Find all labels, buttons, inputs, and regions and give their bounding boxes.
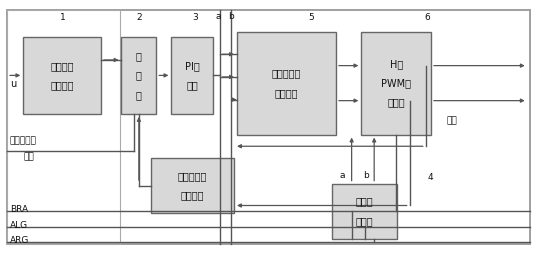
Text: a: a [215,12,221,21]
Text: 6: 6 [424,13,430,22]
Text: 正器: 正器 [186,80,198,90]
Text: 滤波及输: 滤波及输 [51,61,74,71]
Bar [237,32,336,135]
Bar [362,32,431,135]
Bar [7,10,120,244]
Text: 入放大器: 入放大器 [51,80,74,90]
Text: b: b [229,12,235,21]
Text: H桥: H桥 [390,59,403,69]
Text: 发生器: 发生器 [356,216,373,226]
Text: 3: 3 [192,13,198,22]
Text: 电机: 电机 [446,116,457,125]
Bar [151,158,234,213]
Text: 1: 1 [60,13,65,22]
Text: BRA: BRA [10,205,28,214]
Bar [23,37,101,114]
Bar [171,37,213,114]
Text: b: b [363,171,369,180]
Text: 调制及逻辑: 调制及逻辑 [272,68,301,78]
Text: ARG: ARG [10,236,29,245]
Text: 器: 器 [136,90,142,100]
Text: 信号: 信号 [23,152,34,161]
Text: 减: 减 [136,51,142,61]
Text: PI校: PI校 [185,61,200,71]
Text: PWM功: PWM功 [381,78,411,88]
Bar [122,37,157,114]
Text: ALG: ALG [10,221,28,230]
Bar [332,184,397,239]
Text: 4: 4 [427,173,433,182]
Text: a: a [339,171,345,180]
Text: 保护电路: 保护电路 [275,88,298,98]
Text: 2: 2 [136,13,142,22]
Text: 5: 5 [308,13,314,22]
Text: 率变换: 率变换 [387,97,405,107]
Text: 法: 法 [136,70,142,80]
Text: 三角波: 三角波 [356,197,373,207]
Text: u: u [10,80,16,89]
Text: 局部电压负: 局部电压负 [178,171,207,181]
Text: 反馈信号: 反馈信号 [181,190,204,200]
Text: 速度负反馈: 速度负反馈 [10,136,37,146]
